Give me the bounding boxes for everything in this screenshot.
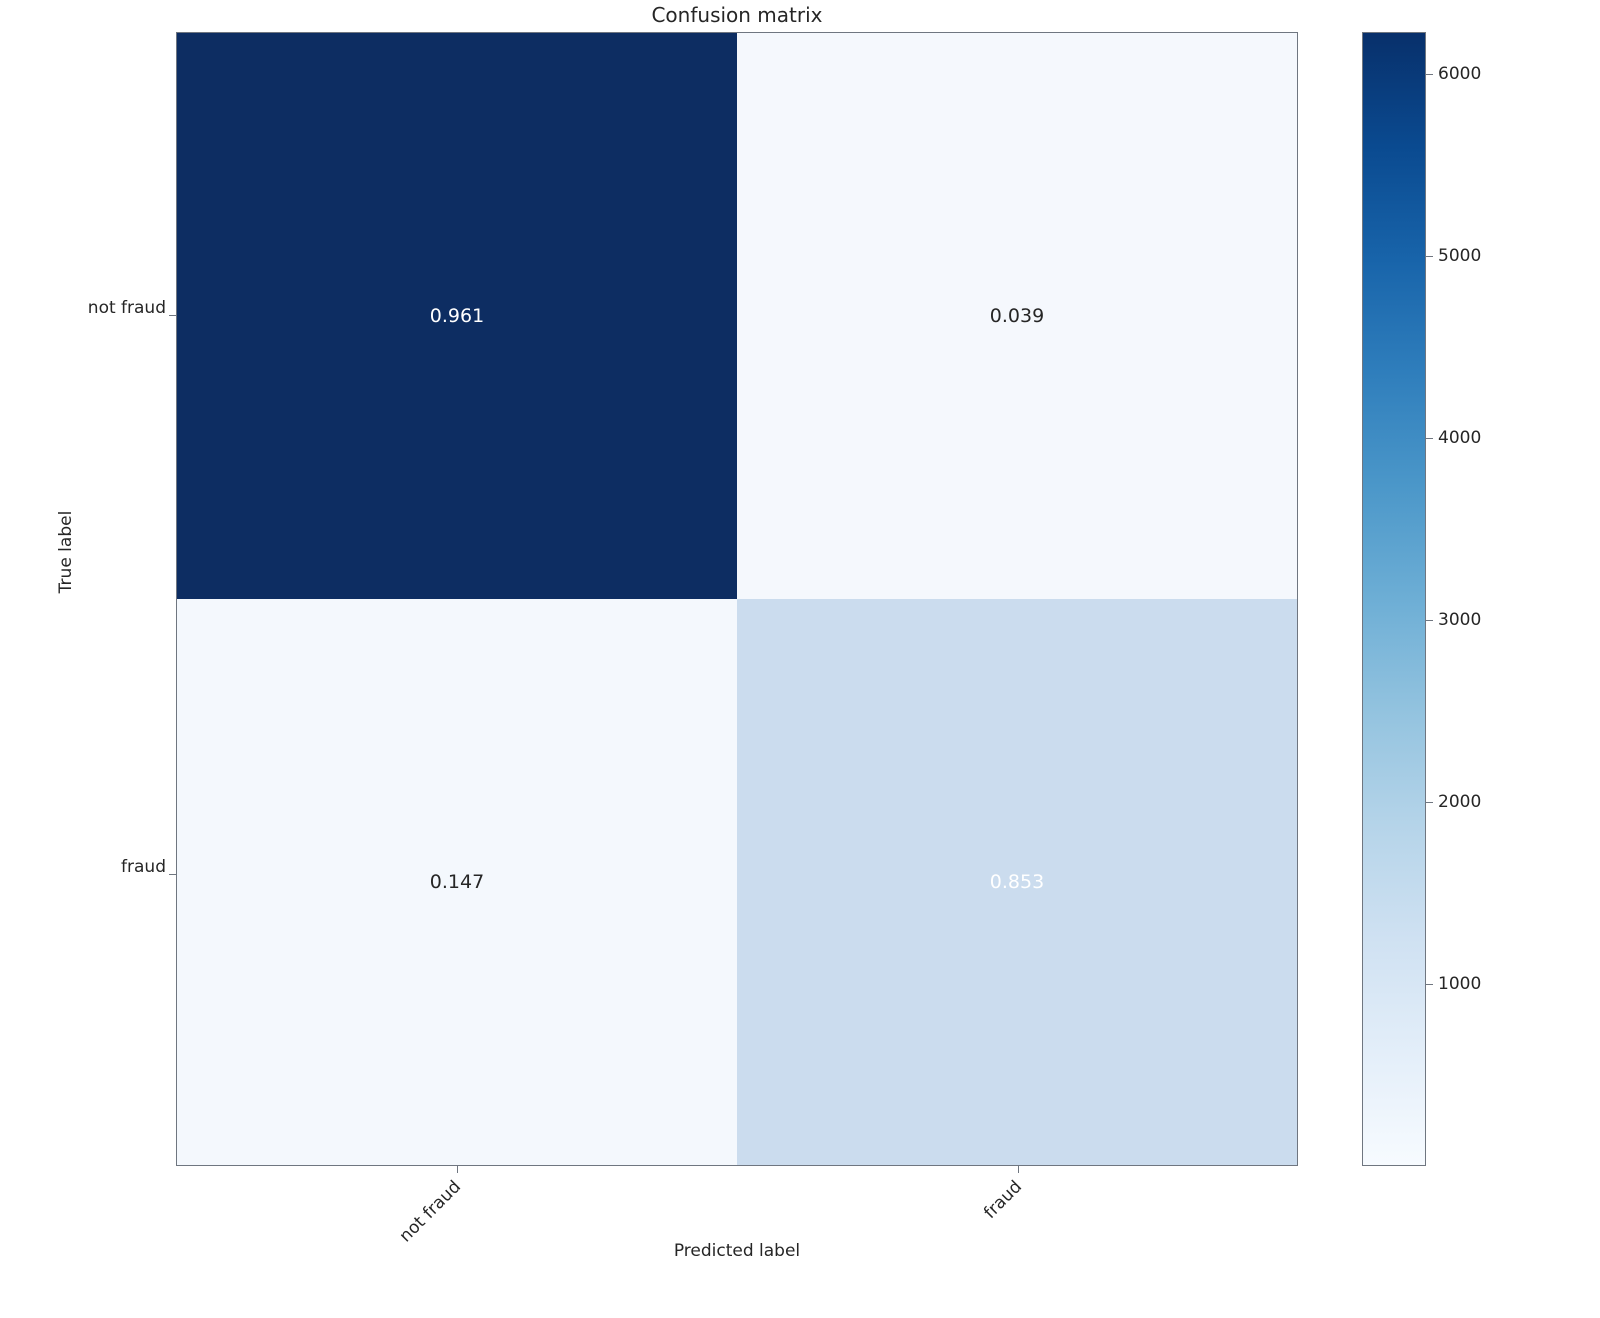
- confusion-matrix-grid: 0.961 0.039 0.147 0.853: [177, 33, 1297, 1165]
- x-tick-mark: [1018, 1166, 1019, 1173]
- matrix-cell-fraud-notfraud: 0.147: [177, 599, 737, 1165]
- y-tick-label-fraud: fraud: [121, 857, 166, 877]
- colorbar-tick-mark: [1426, 255, 1433, 257]
- colorbar-tick-mark: [1426, 801, 1433, 803]
- y-tick-label-not-fraud: not fraud: [87, 298, 166, 318]
- colorbar-tick-label: 5000: [1438, 245, 1482, 266]
- chart-title: Confusion matrix: [651, 3, 823, 27]
- cell-value: 0.961: [429, 305, 485, 327]
- cell-value: 0.147: [429, 871, 485, 893]
- matrix-cell-notfraud-fraud: 0.039: [737, 33, 1297, 599]
- cell-value: 0.039: [989, 305, 1045, 327]
- colorbar-tick-label: 2000: [1438, 791, 1482, 812]
- y-tick-mark: [169, 874, 176, 875]
- heatmap-axes: 0.961 0.039 0.147 0.853: [176, 32, 1298, 1166]
- colorbar-tick-label: 3000: [1438, 609, 1482, 630]
- colorbar-tick-label: 4000: [1438, 427, 1482, 448]
- matrix-cell-notfraud-notfraud: 0.961: [177, 33, 737, 599]
- y-tick-mark: [169, 315, 176, 316]
- colorbar-tick-label: 1000: [1438, 973, 1482, 994]
- x-tick-mark: [457, 1166, 458, 1173]
- colorbar-tick-label: 6000: [1438, 63, 1482, 84]
- colorbar: [1362, 32, 1426, 1166]
- x-axis-label: Predicted label: [673, 1241, 801, 1261]
- cell-value: 0.853: [989, 871, 1045, 893]
- colorbar-tick-mark: [1426, 437, 1433, 439]
- colorbar-tick-mark: [1426, 619, 1433, 621]
- colorbar-tick-mark: [1426, 73, 1433, 75]
- colorbar-gradient: [1363, 33, 1425, 1165]
- y-axis-label: True label: [56, 510, 76, 594]
- colorbar-tick-mark: [1426, 983, 1433, 985]
- matrix-cell-fraud-fraud: 0.853: [737, 599, 1297, 1165]
